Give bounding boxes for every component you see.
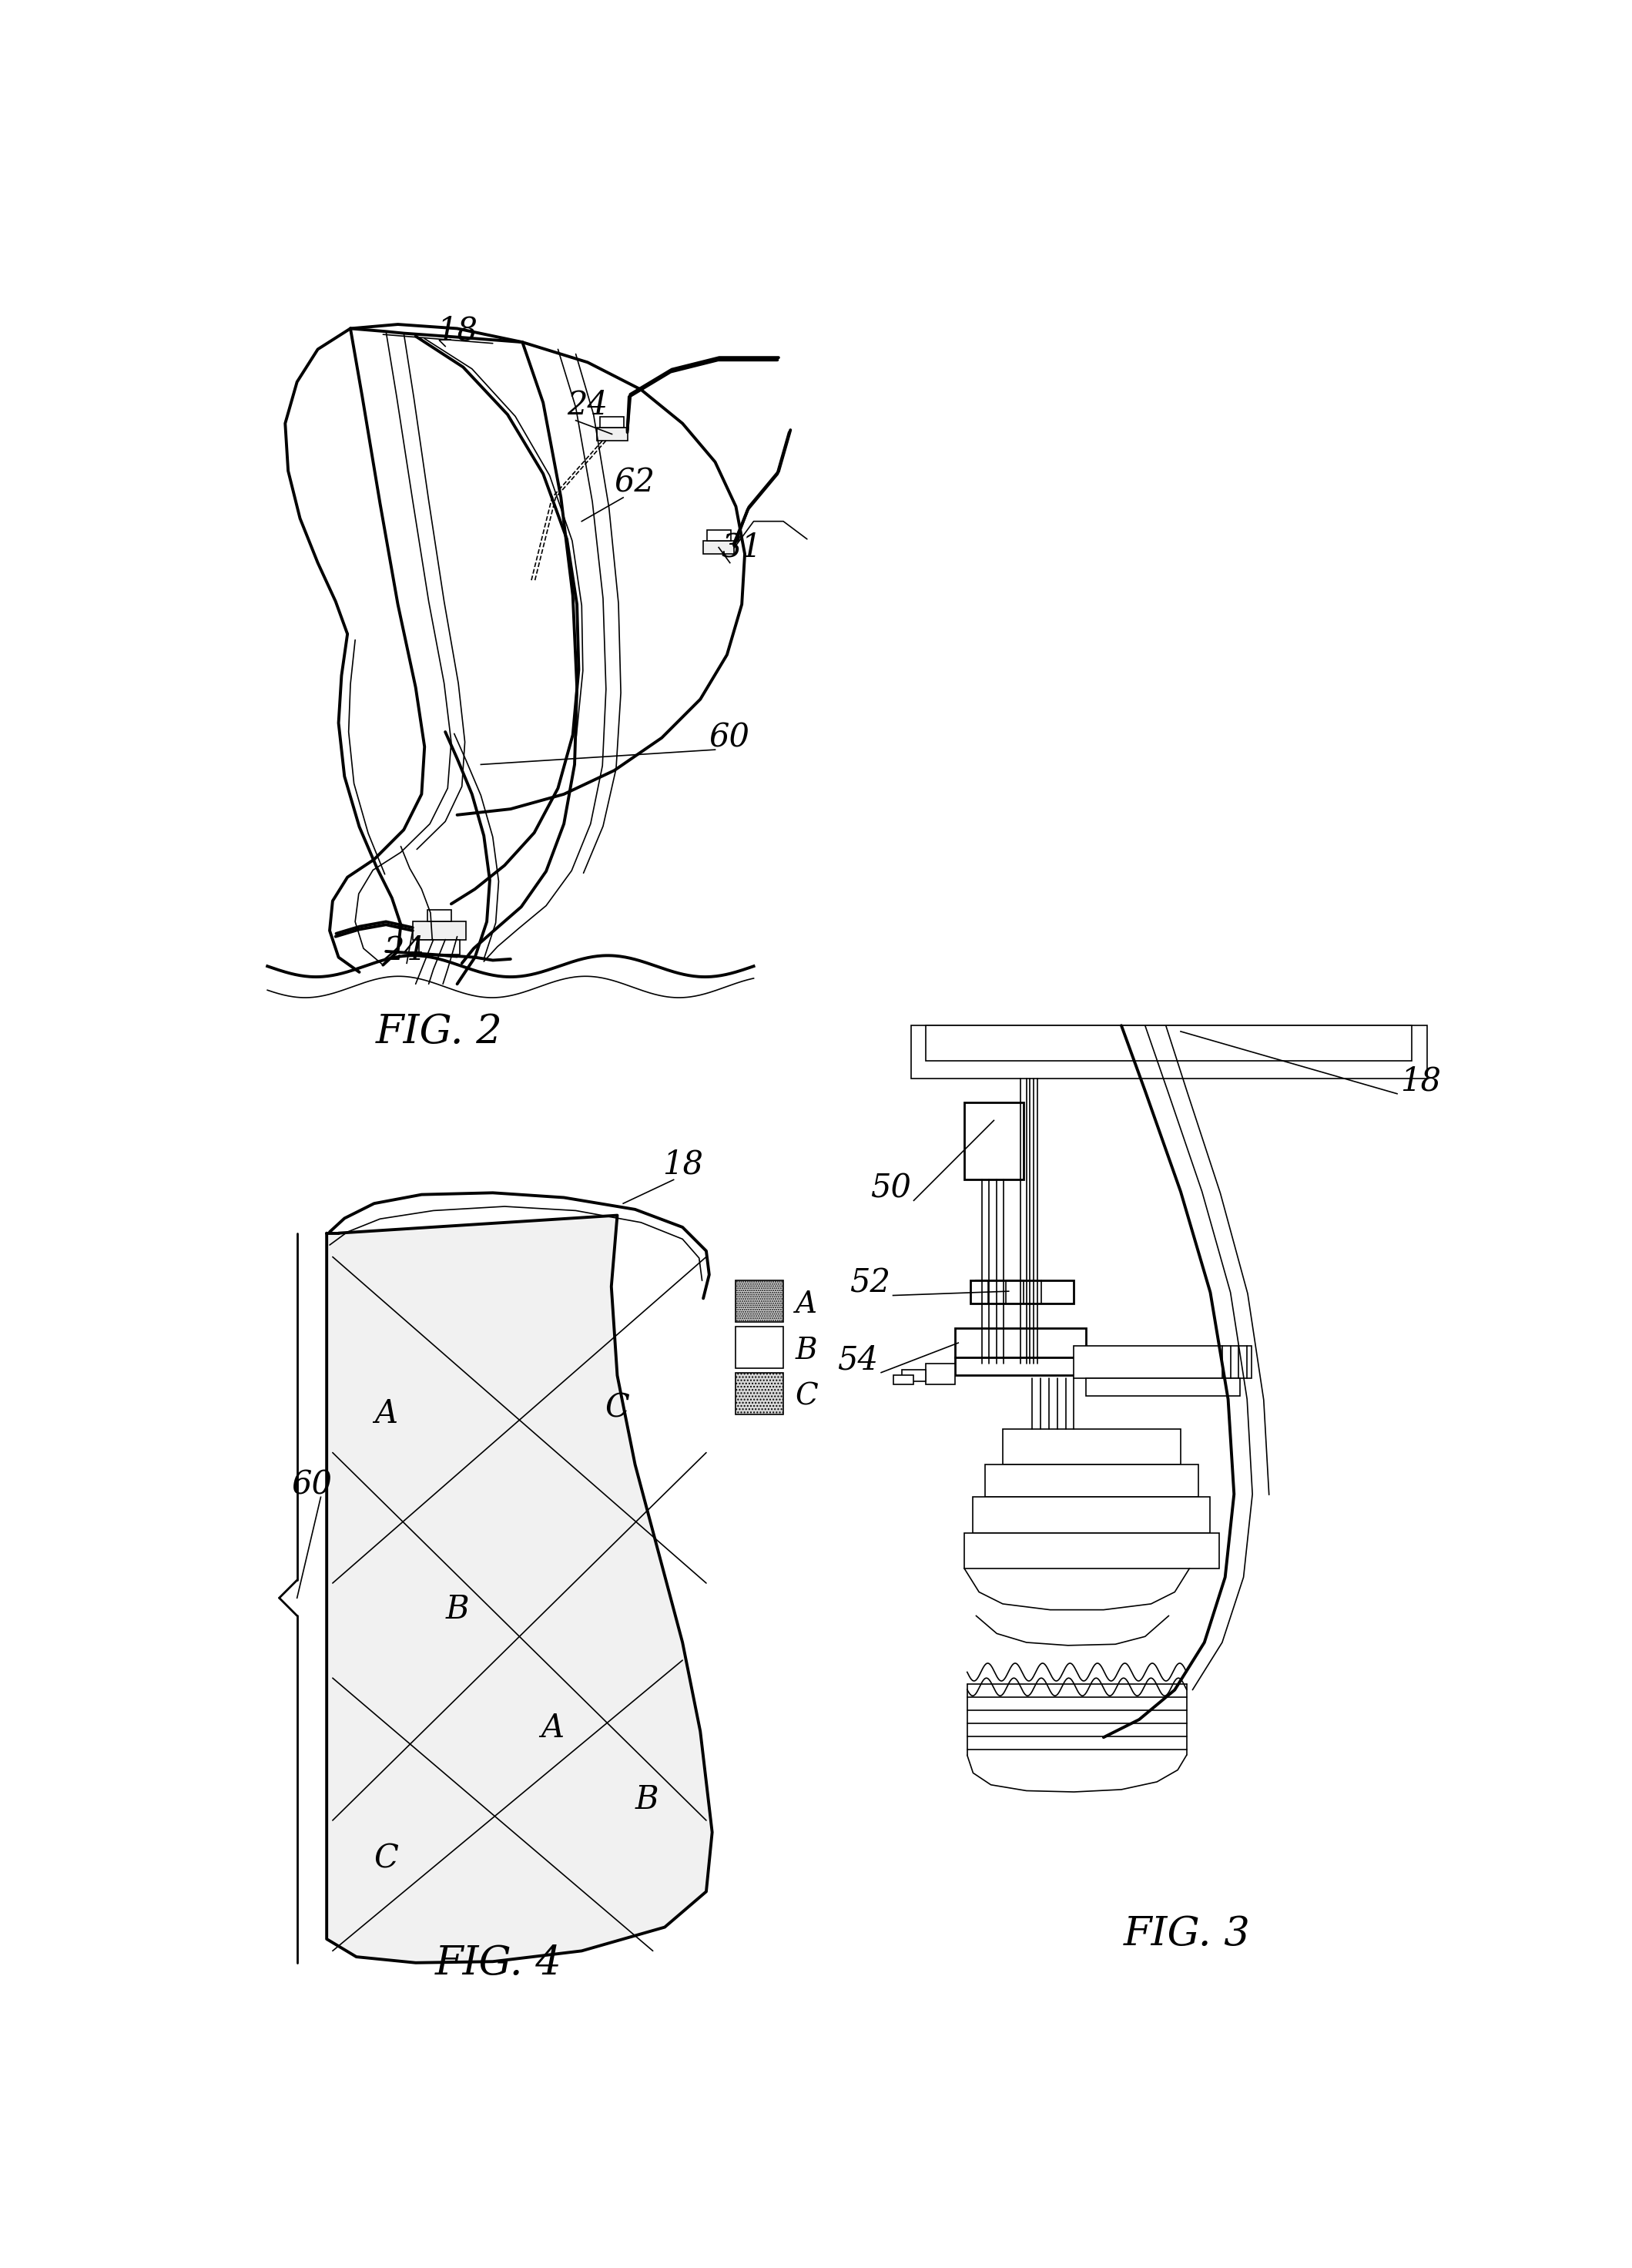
- Text: 60: 60: [710, 721, 751, 753]
- Text: 52: 52: [849, 1268, 889, 1300]
- Bar: [736, 1281, 783, 1322]
- Bar: [736, 1372, 783, 1415]
- Bar: [986, 1465, 1198, 1497]
- Bar: [965, 1102, 1023, 1179]
- Text: FIG. 3: FIG. 3: [1123, 1914, 1250, 1953]
- Text: 18: 18: [1400, 1066, 1441, 1098]
- Text: C: C: [605, 1393, 630, 1424]
- Bar: [1002, 1429, 1180, 1465]
- Text: A: A: [795, 1290, 818, 1318]
- Bar: [893, 1374, 914, 1383]
- Text: A: A: [374, 1397, 398, 1429]
- Text: C: C: [795, 1383, 818, 1411]
- Text: 54: 54: [837, 1345, 878, 1377]
- Bar: [736, 1327, 783, 1368]
- Bar: [911, 1025, 1426, 1080]
- Bar: [418, 939, 460, 955]
- Text: 18: 18: [437, 315, 478, 347]
- Text: B: B: [635, 1783, 659, 1814]
- Bar: [925, 1025, 1412, 1061]
- Bar: [976, 1281, 1023, 1302]
- Text: 18: 18: [663, 1148, 703, 1182]
- Bar: [955, 1359, 1085, 1374]
- Text: 24: 24: [384, 934, 424, 966]
- Text: 31: 31: [721, 531, 762, 565]
- Bar: [707, 531, 731, 540]
- Text: FIG. 4: FIG. 4: [436, 1944, 561, 1982]
- Bar: [965, 1533, 1219, 1567]
- Bar: [703, 540, 734, 553]
- Polygon shape: [326, 1216, 712, 1962]
- Bar: [428, 909, 450, 921]
- Bar: [902, 1370, 925, 1381]
- Bar: [1074, 1345, 1252, 1379]
- Bar: [955, 1329, 1085, 1359]
- Bar: [976, 1281, 1023, 1302]
- Text: C: C: [374, 1842, 398, 1876]
- Bar: [597, 429, 627, 440]
- Text: B: B: [795, 1336, 818, 1365]
- Bar: [969, 1281, 1074, 1304]
- Text: 62: 62: [615, 467, 656, 499]
- Bar: [601, 417, 623, 429]
- Bar: [925, 1363, 955, 1383]
- Text: B: B: [446, 1594, 468, 1626]
- Bar: [973, 1497, 1211, 1533]
- Text: 50: 50: [870, 1173, 911, 1204]
- Text: 60: 60: [292, 1470, 333, 1501]
- Bar: [1085, 1379, 1240, 1397]
- Text: A: A: [540, 1712, 563, 1744]
- Text: FIG. 2: FIG. 2: [375, 1012, 503, 1052]
- Text: 24: 24: [568, 390, 609, 422]
- Bar: [976, 1281, 1023, 1302]
- Bar: [413, 921, 467, 939]
